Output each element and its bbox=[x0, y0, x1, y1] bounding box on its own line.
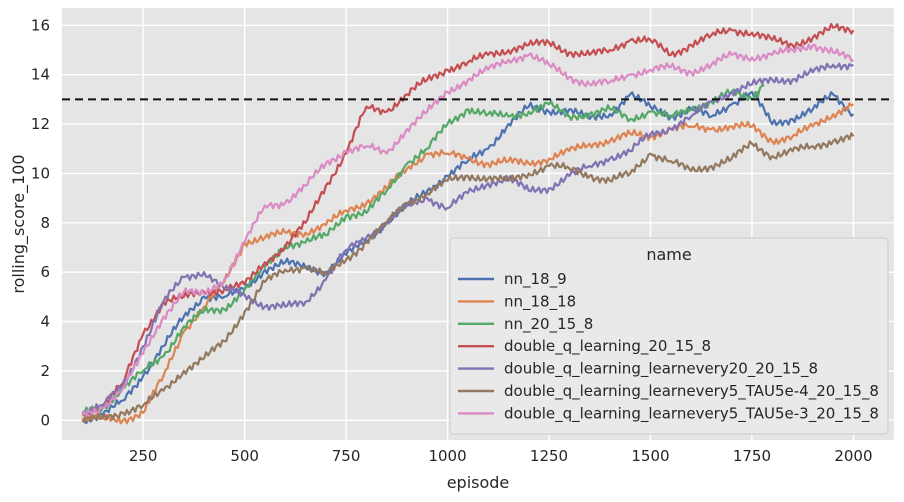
y-tick-label: 12 bbox=[31, 115, 50, 133]
x-tick-label: 2000 bbox=[834, 447, 872, 465]
series-line-6 bbox=[81, 132, 855, 423]
y-tick-label: 4 bbox=[40, 313, 50, 331]
legend-label-2: nn_18_18 bbox=[504, 292, 576, 311]
series-line-2 bbox=[81, 102, 854, 425]
legend-label-1: nn_18_9 bbox=[504, 270, 567, 289]
y-tick-label: 14 bbox=[31, 66, 50, 84]
legend-label-4: double_q_learning_20_15_8 bbox=[504, 337, 711, 356]
y-tick-label: 10 bbox=[31, 164, 50, 182]
x-tick-label: 1750 bbox=[733, 447, 771, 465]
tick-labels: 250 500 750 1000 1250 1500 1750 2000 0 2 4 6 8 10 12 14… bbox=[31, 16, 873, 465]
x-axis-title: episode bbox=[447, 473, 510, 492]
y-axis-title: rolling_score_100 bbox=[9, 154, 29, 293]
series-line-3 bbox=[82, 83, 765, 415]
legend-label-7: double_q_learning_learnevery5_TAU5e-3_20… bbox=[504, 404, 879, 423]
legend-title: name bbox=[646, 245, 691, 264]
x-tick-label: 500 bbox=[230, 447, 259, 465]
x-tick-label: 250 bbox=[129, 447, 158, 465]
legend-box bbox=[449, 237, 889, 435]
legend-label-6: double_q_learning_learnevery5_TAU5e-4_20… bbox=[504, 382, 879, 401]
series-line-1 bbox=[81, 90, 855, 425]
y-tick-label: 6 bbox=[40, 263, 50, 281]
legend-label-3: nn_20_15_8 bbox=[504, 315, 593, 334]
series-line-4 bbox=[81, 22, 855, 418]
legend: name nn_18_9 nn_18_18 nn_20_15_8 double_q_l… bbox=[449, 237, 889, 435]
series-line-5 bbox=[81, 62, 854, 416]
series-lines bbox=[81, 22, 855, 425]
series-line-7 bbox=[81, 43, 855, 417]
x-tick-label: 750 bbox=[332, 447, 361, 465]
x-tick-label: 1250 bbox=[530, 447, 568, 465]
y-tick-label: 0 bbox=[40, 411, 50, 429]
y-tick-label: 8 bbox=[40, 214, 50, 232]
x-tick-label: 1000 bbox=[428, 447, 466, 465]
y-tick-label: 16 bbox=[31, 16, 50, 34]
legend-label-5: double_q_learning_learnevery20_20_15_8 bbox=[504, 360, 818, 379]
x-tick-label: 1500 bbox=[631, 447, 669, 465]
y-tick-label: 2 bbox=[40, 362, 50, 380]
